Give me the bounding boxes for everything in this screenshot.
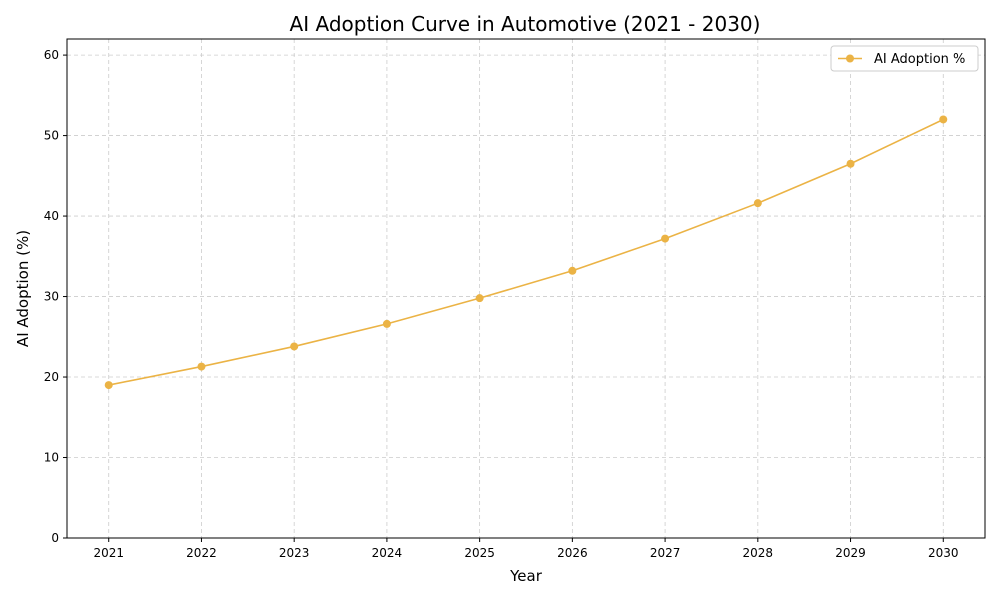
data-point xyxy=(568,266,577,275)
data-point xyxy=(104,381,113,390)
data-point xyxy=(939,115,948,124)
x-tick-label: 2025 xyxy=(464,546,495,560)
x-axis-label: Year xyxy=(509,567,543,585)
y-tick-label: 10 xyxy=(44,451,59,465)
data-point xyxy=(197,362,206,371)
y-axis-label: AI Adoption (%) xyxy=(14,230,32,347)
y-tick-label: 60 xyxy=(44,48,59,62)
data-point xyxy=(661,234,670,243)
x-tick-label: 2028 xyxy=(743,546,774,560)
y-tick-label: 40 xyxy=(44,209,59,223)
legend: AI Adoption % xyxy=(830,45,979,72)
plot-frame xyxy=(66,38,986,539)
data-point xyxy=(846,159,855,168)
data-point xyxy=(290,342,299,351)
y-tick-label: 30 xyxy=(44,290,59,304)
x-tick-label: 2024 xyxy=(372,546,403,560)
y-tick-label: 0 xyxy=(51,531,59,545)
x-tick-label: 2027 xyxy=(650,546,681,560)
chart-title: AI Adoption Curve in Automotive (2021 - … xyxy=(290,12,761,36)
series-line xyxy=(108,118,944,386)
x-tick-label: 2026 xyxy=(557,546,588,560)
x-tick-label: 2021 xyxy=(93,546,124,560)
legend-box xyxy=(830,45,979,72)
y-axis-ticks: 0 10 20 30 40 50 60 xyxy=(44,48,67,545)
data-point xyxy=(382,319,391,328)
legend-label: AI Adoption % xyxy=(874,52,965,67)
x-tick-label: 2030 xyxy=(928,546,959,560)
y-tick-label: 20 xyxy=(44,370,59,384)
series-layer xyxy=(104,115,948,390)
x-tick-label: 2022 xyxy=(186,546,217,560)
legend-marker-swatch xyxy=(846,54,854,63)
y-tick-label: 50 xyxy=(44,129,59,143)
data-point xyxy=(475,294,484,303)
x-axis-ticks: 2021 2022 2023 2024 2025 2026 2027 2028 2029 2030 xyxy=(93,538,959,560)
x-tick-label: 2023 xyxy=(279,546,310,560)
x-tick-label: 2029 xyxy=(835,546,866,560)
grid-lines xyxy=(67,39,985,539)
data-point xyxy=(753,199,762,208)
